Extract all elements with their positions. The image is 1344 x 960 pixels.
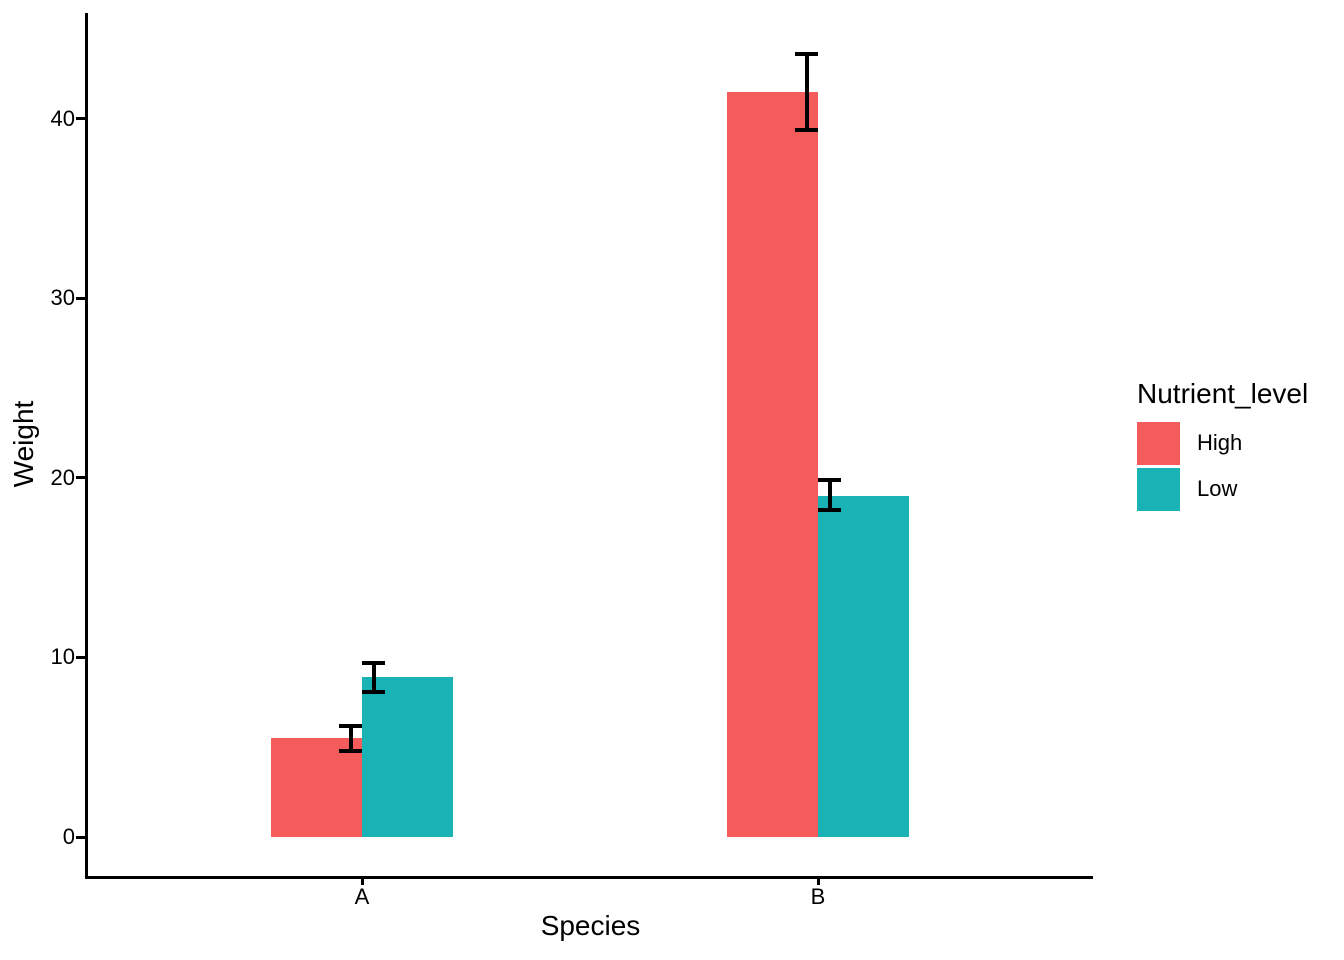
error-bar-B-High-cap-top xyxy=(795,52,818,57)
error-bar-A-Low-cap-top xyxy=(362,660,385,665)
y-tick-label-20: 20 xyxy=(50,464,75,490)
legend-item-High: High xyxy=(1137,420,1308,466)
bar-A-Low xyxy=(362,677,453,837)
error-bar-A-High-cap-top xyxy=(339,723,362,728)
x-tick-label-A: A xyxy=(354,884,370,909)
error-bar-A-High-cap-bottom xyxy=(339,748,362,753)
x-tick-label-B: B xyxy=(810,884,826,909)
bar-B-High xyxy=(727,91,818,837)
error-bar-B-High-cap-bottom xyxy=(795,127,818,132)
error-bar-B-Low-cap-top xyxy=(818,477,841,482)
bar-A-High xyxy=(271,738,362,837)
plot-panel xyxy=(85,13,1093,879)
bar-B-Low xyxy=(818,495,909,837)
y-axis-title: Weight xyxy=(8,400,39,488)
legend-items: High Low xyxy=(1137,420,1308,512)
legend-label-Low: Low xyxy=(1197,476,1238,501)
y-tick-mark-0 xyxy=(76,835,85,839)
x-tick-mark-A xyxy=(360,876,364,885)
y-tick-mark-30 xyxy=(76,296,85,300)
legend-key-swatch-High xyxy=(1137,421,1180,465)
y-tick-label-10: 10 xyxy=(50,644,75,670)
x-tick-mark-B xyxy=(816,876,820,885)
legend-title: Nutrient_level xyxy=(1137,378,1309,409)
x-axis-line xyxy=(85,876,1093,879)
error-bar-A-Low-cap-bottom xyxy=(362,689,385,694)
error-bar-B-High-stem xyxy=(804,54,809,130)
error-bar-A-Low-stem xyxy=(371,662,376,692)
y-axis-line xyxy=(85,13,88,879)
error-bar-A-High-stem xyxy=(348,725,353,751)
y-tick-mark-20 xyxy=(76,476,85,480)
x-axis-title: Species xyxy=(540,910,641,941)
y-tick-mark-10 xyxy=(76,655,85,659)
y-tick-label-40: 40 xyxy=(50,105,75,131)
legend-label-High: High xyxy=(1197,430,1243,455)
y-tick-label-0: 0 xyxy=(62,824,75,849)
legend-item-Low: Low xyxy=(1137,466,1308,512)
y-tick-mark-40 xyxy=(76,117,85,121)
error-bar-B-Low-stem xyxy=(827,479,832,511)
error-bar-B-Low-cap-bottom xyxy=(818,508,841,513)
y-tick-label-30: 30 xyxy=(50,285,75,311)
legend: Nutrient_level High Low xyxy=(1137,378,1308,512)
legend-key-swatch-Low xyxy=(1137,467,1180,511)
